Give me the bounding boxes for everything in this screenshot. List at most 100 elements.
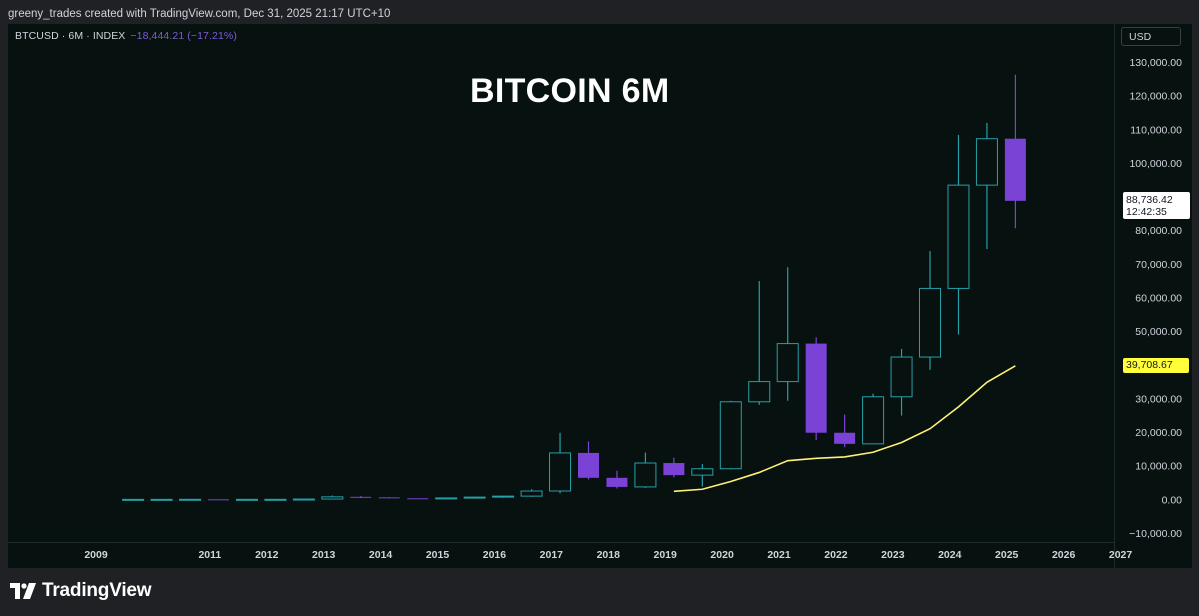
candle: [691, 464, 714, 487]
candle: [292, 498, 315, 501]
x-tick-label: 2012: [255, 549, 279, 561]
x-tick-label: 2023: [881, 549, 905, 561]
candle-body-down: [407, 498, 429, 500]
candle: [663, 457, 685, 478]
candle: [378, 497, 400, 499]
chart-attribution: greeny_trades created with TradingView.c…: [8, 8, 391, 20]
candlestick-chart: −10,000.00 0.00 10,000.00 20,000.00 30,000.0…: [84, 57, 1182, 561]
candle-body-up: [235, 498, 258, 501]
symbol-legend[interactable]: BTCUSD · 6M · INDEX −18,444.21 (−17.21%): [15, 30, 237, 42]
x-tick-label: 2013: [312, 549, 336, 561]
tradingview-wordmark: TradingView: [42, 580, 152, 601]
candle-body-down: [578, 452, 599, 478]
candle-body-down: [350, 496, 372, 498]
candle-body-up: [264, 498, 287, 501]
time-axis-labels: 2009 2011 2012 2013 2014 2015 2016 2017 2018 2019…: [84, 549, 1132, 561]
candle-body-up: [634, 462, 657, 488]
candle: [350, 495, 372, 499]
y-tick-label: 110,000.00: [1130, 124, 1182, 136]
time-axis-divider: [8, 542, 1114, 543]
tradingview-logo-icon: [10, 583, 36, 599]
x-tick-label: 2011: [198, 549, 221, 561]
candle-body-up: [919, 287, 942, 358]
candle-body-down: [208, 499, 230, 501]
candle: [520, 489, 543, 497]
candle: [719, 400, 742, 470]
tradingview-logo[interactable]: TradingView: [10, 580, 152, 602]
candle-body-up: [520, 490, 543, 497]
candle-body-up: [862, 396, 885, 445]
candle: [748, 281, 771, 405]
candle-body-down: [606, 477, 628, 487]
y-tick-label: 20,000.00: [1135, 427, 1182, 439]
last-price-value: 88,736.42: [1126, 194, 1173, 206]
x-tick-label: 2014: [369, 549, 393, 561]
candle-body-up: [947, 184, 970, 289]
candle-body-down: [805, 343, 827, 433]
moving-average-label: 39,708.67: [1123, 358, 1189, 373]
x-tick-label: 2025: [995, 549, 1019, 561]
candle: [122, 498, 145, 501]
chart-overlay-title: BITCOIN 6M: [470, 72, 670, 110]
price-axis-labels: −10,000.00 0.00 10,000.00 20,000.00 30,000.0…: [1129, 57, 1182, 540]
candle: [947, 135, 970, 335]
symbol-info[interactable]: BTCUSD · 6M · INDEX: [15, 30, 126, 42]
x-tick-label: 2016: [483, 549, 507, 561]
currency-button[interactable]: USD: [1121, 27, 1181, 46]
y-tick-label: 10,000.00: [1135, 461, 1182, 473]
x-tick-label: 2021: [767, 549, 791, 561]
last-price-label: 88,736.42 12:42:35: [1123, 192, 1190, 219]
candle: [179, 498, 202, 501]
candle-body-down: [378, 497, 400, 499]
candle: [805, 337, 827, 441]
bar-countdown: 12:42:35: [1126, 206, 1167, 218]
candle-body-up: [748, 381, 771, 403]
candle: [235, 498, 258, 501]
candle: [407, 498, 429, 500]
candle-body-up: [321, 496, 344, 500]
candle-body-up: [179, 498, 202, 501]
candle-body-up: [492, 495, 515, 498]
candle: [606, 470, 628, 489]
candle-body-down: [663, 463, 685, 476]
candle: [492, 495, 515, 498]
candle-body-up: [150, 498, 173, 501]
moving-average-layer: [673, 365, 1016, 493]
x-tick-label: 2015: [426, 549, 450, 561]
x-tick-label: 2018: [597, 549, 621, 561]
x-tick-label: 2024: [938, 549, 962, 561]
candle-body-up: [435, 497, 458, 500]
candle: [549, 432, 572, 494]
x-tick-label: 2026: [1052, 549, 1076, 561]
x-tick-label: 2022: [824, 549, 848, 561]
x-tick-label: 2019: [654, 549, 678, 561]
y-tick-label: 120,000.00: [1129, 91, 1182, 103]
candle: [321, 495, 344, 500]
y-tick-label: 70,000.00: [1135, 259, 1182, 271]
chart-pane[interactable]: −10,000.00 0.00 10,000.00 20,000.00 30,000.0…: [8, 24, 1192, 568]
y-tick-label: −10,000.00: [1129, 528, 1182, 540]
candle: [834, 414, 856, 448]
candle-body-down: [1004, 138, 1026, 201]
candle-body-up: [549, 452, 572, 492]
candle: [776, 267, 799, 401]
y-tick-label: 50,000.00: [1135, 326, 1182, 338]
candle-body-up: [890, 356, 913, 398]
y-tick-label: 100,000.00: [1129, 158, 1182, 170]
candle: [435, 497, 458, 500]
price-axis-divider: [1114, 24, 1115, 568]
candle: [1004, 74, 1026, 229]
candle: [890, 348, 913, 416]
candle-body-up: [122, 498, 145, 501]
x-tick-label: 2027: [1109, 549, 1133, 561]
candle: [919, 251, 942, 370]
y-tick-label: 60,000.00: [1135, 293, 1182, 305]
candle-body-up: [776, 343, 799, 383]
y-tick-label: 0.00: [1162, 494, 1183, 506]
y-tick-label: 30,000.00: [1135, 393, 1182, 405]
candle: [208, 499, 230, 501]
x-tick-label: 2020: [710, 549, 734, 561]
candle: [264, 498, 287, 501]
x-tick-label: 2017: [540, 549, 564, 561]
candle: [578, 441, 599, 480]
